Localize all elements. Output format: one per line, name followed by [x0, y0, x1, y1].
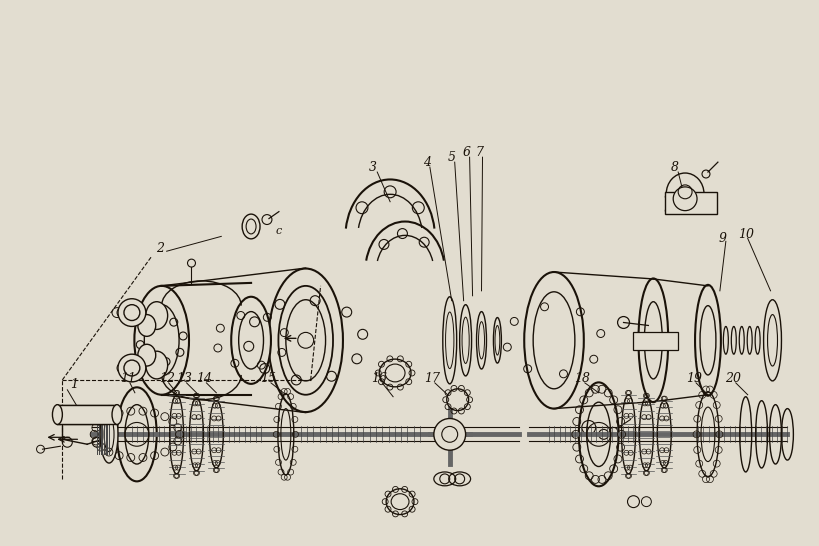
- Ellipse shape: [231, 297, 270, 384]
- Ellipse shape: [138, 314, 156, 336]
- Ellipse shape: [100, 406, 118, 463]
- Bar: [57, 405, 117, 424]
- Ellipse shape: [695, 285, 720, 396]
- Ellipse shape: [146, 351, 167, 379]
- Text: 13: 13: [176, 372, 192, 385]
- Circle shape: [617, 317, 629, 329]
- Text: 9: 9: [718, 232, 726, 245]
- Ellipse shape: [378, 359, 410, 387]
- Ellipse shape: [638, 278, 667, 402]
- Text: 12: 12: [158, 372, 174, 385]
- Text: 7: 7: [475, 146, 483, 159]
- Circle shape: [118, 354, 146, 382]
- Circle shape: [118, 299, 146, 327]
- Text: 17: 17: [423, 372, 439, 385]
- Ellipse shape: [578, 382, 618, 486]
- Text: 6: 6: [462, 146, 470, 159]
- Ellipse shape: [446, 389, 468, 411]
- Ellipse shape: [278, 286, 333, 395]
- Text: c: c: [275, 227, 282, 236]
- Text: 15: 15: [260, 372, 276, 385]
- Text: 3: 3: [369, 161, 377, 174]
- Ellipse shape: [52, 405, 62, 424]
- Bar: [633, 333, 677, 350]
- Ellipse shape: [112, 405, 122, 424]
- Text: 4: 4: [423, 156, 430, 169]
- Circle shape: [433, 418, 465, 450]
- Text: 11: 11: [120, 372, 136, 385]
- Bar: [664, 192, 716, 213]
- Text: 8: 8: [671, 161, 678, 174]
- Text: 18: 18: [573, 372, 589, 385]
- Text: 14: 14: [197, 372, 212, 385]
- Text: 20: 20: [724, 372, 740, 385]
- Text: 5: 5: [447, 151, 455, 164]
- Ellipse shape: [268, 269, 342, 412]
- Ellipse shape: [138, 345, 156, 366]
- Ellipse shape: [242, 214, 260, 239]
- Circle shape: [672, 187, 696, 211]
- Ellipse shape: [117, 387, 156, 482]
- Ellipse shape: [433, 472, 455, 486]
- Text: 1: 1: [70, 378, 78, 391]
- Text: 2: 2: [156, 242, 164, 255]
- Ellipse shape: [386, 489, 414, 514]
- Text: 10: 10: [737, 228, 753, 241]
- Ellipse shape: [146, 302, 167, 329]
- Text: 19: 19: [686, 372, 701, 385]
- Text: 16: 16: [371, 372, 387, 385]
